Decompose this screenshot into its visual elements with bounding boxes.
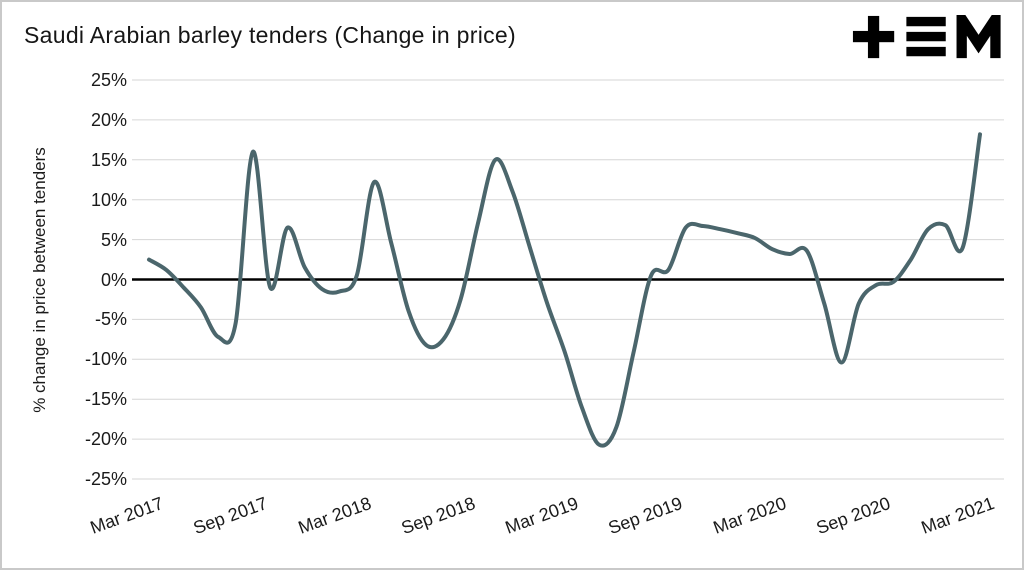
y-tick-label: 5% <box>100 229 127 250</box>
y-tick-label: -5% <box>94 309 127 330</box>
logo-bar-top <box>906 16 946 27</box>
y-tick-label: -15% <box>84 389 127 410</box>
y-tick-label: 0% <box>100 269 127 290</box>
series-line <box>147 132 982 448</box>
y-tick-label: -25% <box>84 469 127 489</box>
logo-m <box>956 15 1001 59</box>
y-tick-label: 10% <box>90 189 127 210</box>
chart-title: Saudi Arabian barley tenders (Change in … <box>24 22 516 48</box>
y-tick-label: 20% <box>90 109 127 130</box>
y-tick-label: 25% <box>90 70 127 90</box>
logo-bar-middle <box>906 31 946 42</box>
tem-logo <box>852 15 1001 59</box>
logo-bar-bottom <box>906 46 946 57</box>
logo-plus-horizontal <box>852 30 895 43</box>
y-tick-label: 15% <box>90 149 127 170</box>
y-tick-label: -10% <box>84 349 127 370</box>
y-tick-label: -20% <box>84 429 127 450</box>
